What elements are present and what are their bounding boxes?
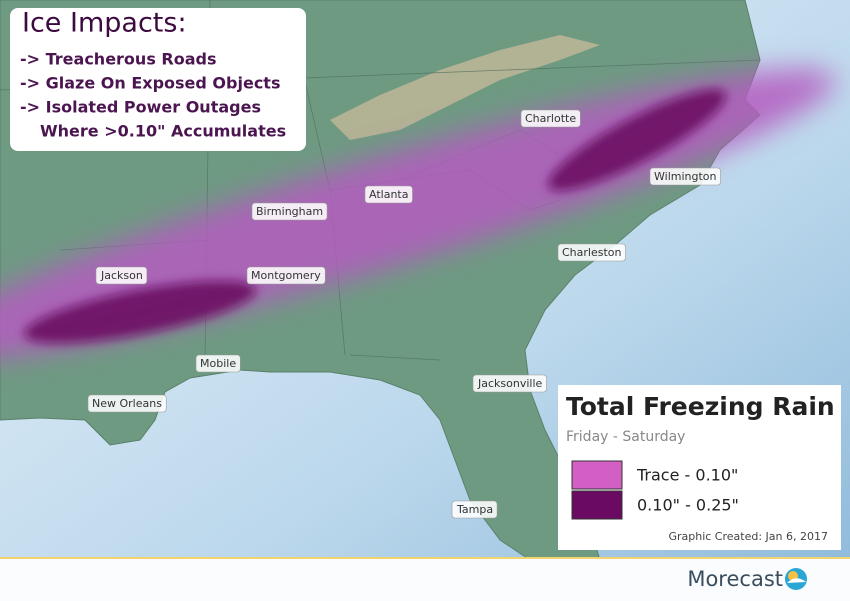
impact-item: -> Isolated Power Outages <box>20 98 261 117</box>
city-label: Tampa <box>451 500 498 519</box>
city-label-bg <box>520 109 581 128</box>
legend-label: 0.10" - 0.25" <box>637 496 739 515</box>
city-label-bg <box>87 394 167 413</box>
city-label: Charlotte <box>520 109 581 128</box>
city-label-bg <box>472 374 547 393</box>
impacts-box: Ice Impacts: -> Treacherous Roads -> Gla… <box>10 8 306 151</box>
brand-logo <box>785 568 807 590</box>
city-label-bg <box>95 266 148 285</box>
heavy-band <box>548 89 726 191</box>
footer-rule <box>0 557 850 559</box>
city-label: Mobile <box>195 354 241 373</box>
legend-subtitle: Friday - Saturday <box>566 429 685 445</box>
city-label: Atlanta <box>364 185 413 204</box>
city-label-bg <box>451 500 498 519</box>
city-label-bg <box>251 202 328 221</box>
city-name: Wilmington <box>654 170 717 183</box>
city-label-bg <box>364 185 413 204</box>
city-label: New Orleans <box>87 394 167 413</box>
city-label: Charleston <box>557 243 626 262</box>
legend: Total Freezing Rain Friday - Saturday Tr… <box>558 385 841 550</box>
city-name: Jackson <box>100 269 143 282</box>
city-name: Charleston <box>562 246 622 259</box>
city-name: Mobile <box>200 357 236 370</box>
city-label-bg <box>195 354 241 373</box>
city-label: Birmingham <box>251 202 328 221</box>
city-label-bg <box>649 167 721 186</box>
city-label-bg <box>246 266 326 285</box>
city-name: Tampa <box>456 503 493 516</box>
legend-title: Total Freezing Rain <box>566 392 835 421</box>
city-name: Jacksonville <box>477 377 543 390</box>
heavy-band <box>24 280 256 344</box>
city-label: Wilmington <box>649 167 721 186</box>
legend-swatch <box>571 460 623 490</box>
legend-label: Trace - 0.10" <box>636 466 738 485</box>
city-name: Atlanta <box>369 188 408 201</box>
legend-credit: Graphic Created: Jan 6, 2017 <box>668 530 828 543</box>
impact-item: Where >0.10" Accumulates <box>40 122 286 141</box>
mountains <box>330 35 600 140</box>
city-label: Jacksonville <box>472 374 547 393</box>
legend-swatch <box>571 490 623 520</box>
city-name: Birmingham <box>256 205 323 218</box>
city-name: Charlotte <box>525 112 576 125</box>
footer-bar <box>0 558 850 601</box>
brand: Morecast <box>687 567 783 591</box>
impact-item: -> Glaze On Exposed Objects <box>20 74 280 93</box>
city-label-bg <box>557 243 626 262</box>
impact-item: -> Treacherous Roads <box>20 50 217 69</box>
city-label: Montgomery <box>246 266 326 285</box>
city-name: New Orleans <box>92 397 162 410</box>
impacts-panel <box>10 8 306 151</box>
city-label: Jackson <box>95 266 148 285</box>
city-name: Montgomery <box>251 269 321 282</box>
impacts-title: Ice Impacts: <box>22 8 187 39</box>
